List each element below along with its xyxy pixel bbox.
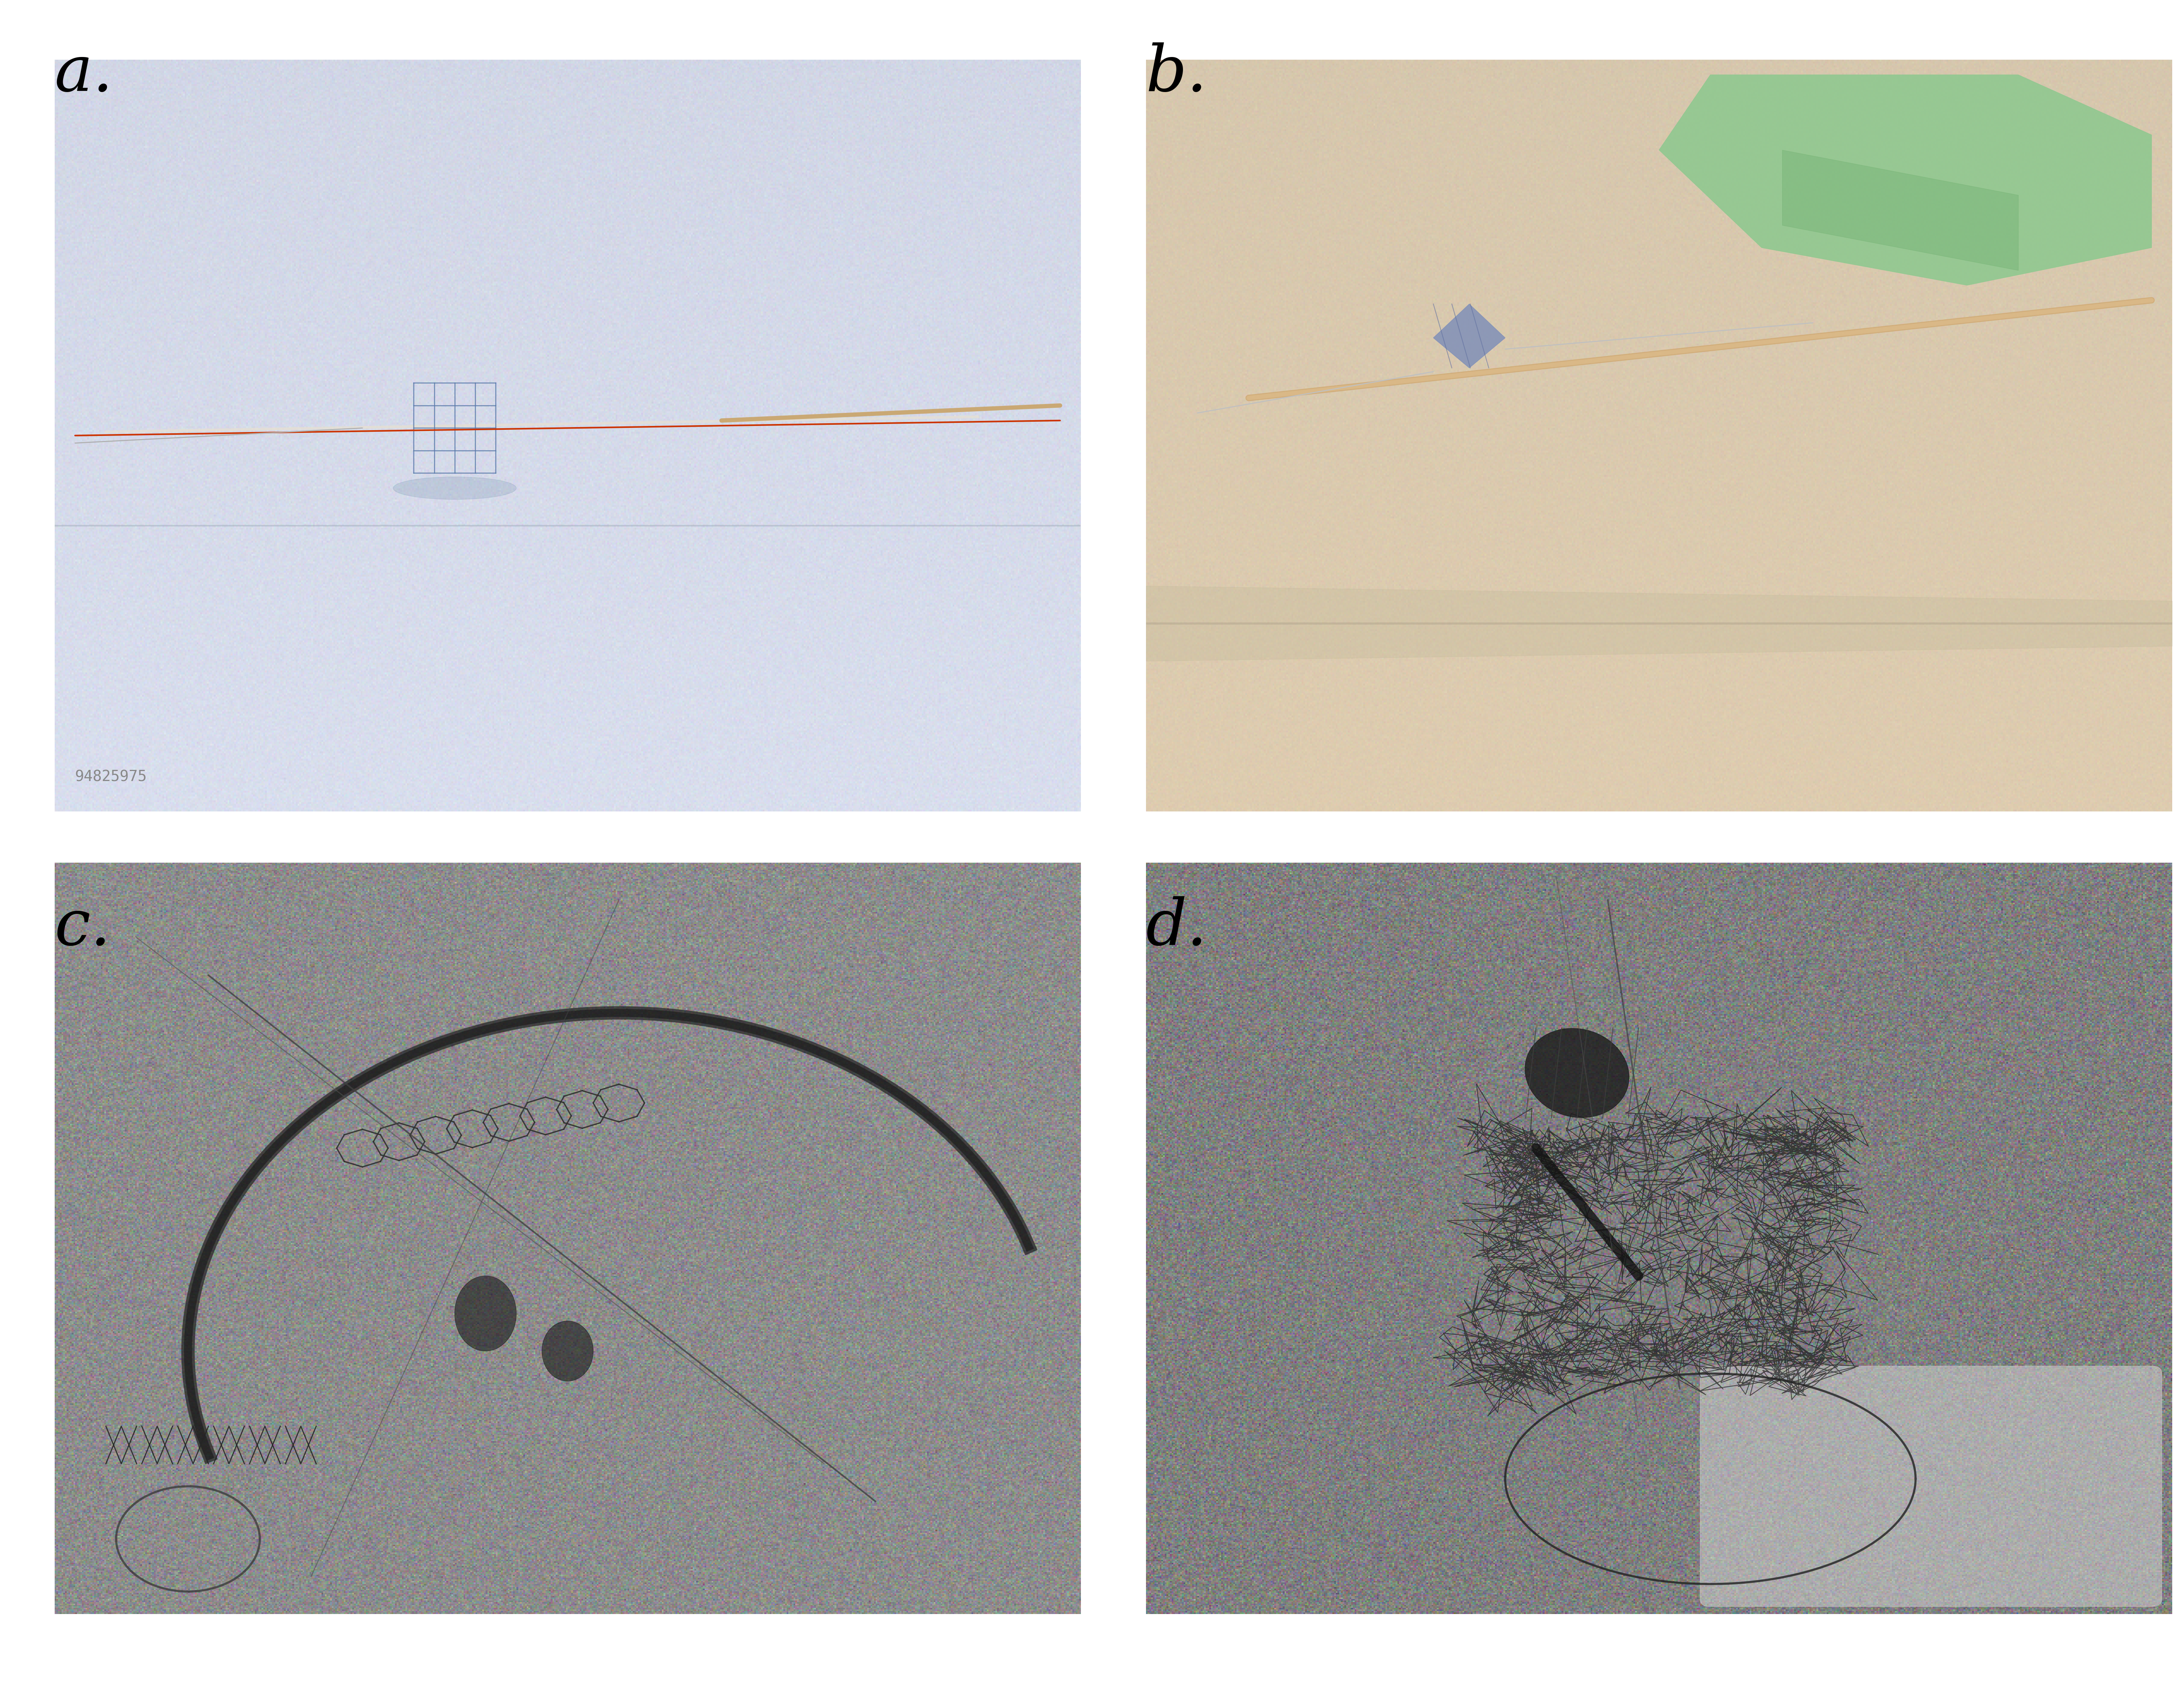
Text: b.: b. xyxy=(1146,43,1207,104)
Polygon shape xyxy=(1659,75,2152,285)
Text: a.: a. xyxy=(55,43,114,104)
Ellipse shape xyxy=(393,477,515,499)
FancyBboxPatch shape xyxy=(1701,1366,2161,1607)
Ellipse shape xyxy=(454,1276,515,1351)
Text: d.: d. xyxy=(1146,897,1207,958)
Text: c.: c. xyxy=(55,897,111,958)
Text: 94825975: 94825975 xyxy=(74,770,146,784)
Ellipse shape xyxy=(1526,1028,1629,1117)
Ellipse shape xyxy=(541,1320,594,1382)
Polygon shape xyxy=(1434,304,1506,367)
